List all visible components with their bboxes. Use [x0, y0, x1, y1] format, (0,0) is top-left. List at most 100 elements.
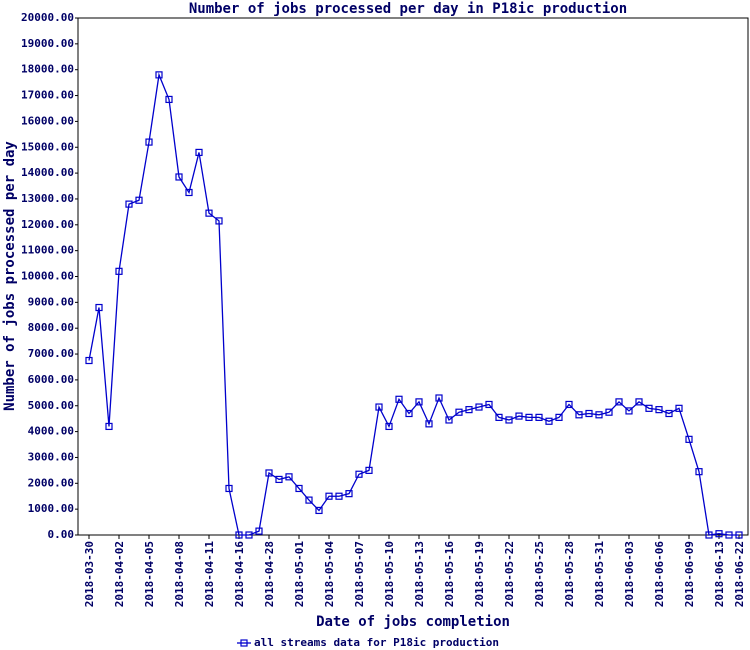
data-point: [375, 403, 383, 411]
y-tick-label: 10000.00: [21, 270, 74, 283]
x-tick-label: 2018-05-04: [323, 541, 336, 608]
x-tick-label: 2018-05-22: [503, 541, 516, 607]
data-point: [295, 484, 303, 493]
x-tick-label: 2018-04-08: [173, 541, 186, 607]
data-point: [705, 531, 713, 539]
x-axis-label: Date of jobs completion: [316, 614, 510, 630]
data-point: [695, 468, 703, 476]
y-tick-label: 2000.00: [28, 476, 74, 489]
data-point: [675, 404, 683, 412]
x-tick-label: 2018-06-06: [653, 541, 666, 608]
y-tick-label: 8000.00: [28, 321, 74, 334]
data-point: [85, 356, 93, 365]
x-tick-label: 2018-05-07: [353, 541, 366, 607]
data-point: [175, 173, 183, 181]
legend-marker: [240, 639, 248, 647]
data-point: [505, 416, 513, 424]
y-tick-label: 20000.00: [21, 11, 74, 24]
data-point: [365, 466, 373, 474]
x-tick-label: 2018-06-03: [623, 541, 636, 607]
data-point: [195, 148, 203, 157]
data-point: [265, 469, 273, 477]
data-point: [565, 400, 573, 409]
data-point: [725, 531, 733, 539]
data-point: [595, 411, 603, 419]
data-point: [225, 484, 233, 493]
x-tick-label: 2018-05-25: [533, 541, 546, 607]
data-point: [665, 409, 673, 418]
data-point: [445, 416, 453, 424]
data-point: [485, 400, 493, 409]
y-tick-label: 12000.00: [21, 218, 74, 231]
x-tick-label: 2018-05-28: [563, 541, 576, 607]
y-tick-label: 18000.00: [21, 63, 74, 76]
x-tick-label: 2018-05-10: [383, 541, 396, 607]
y-tick-label: 4000.00: [28, 425, 74, 438]
data-point: [615, 398, 623, 406]
y-tick-label: 17000.00: [21, 89, 74, 102]
y-tick-label: 0.00: [48, 528, 75, 541]
legend-label: all streams data for P18ic production: [254, 636, 499, 649]
data-point: [285, 473, 293, 481]
x-tick-label: 2018-04-28: [263, 541, 276, 607]
x-tick-label: 2018-04-11: [203, 541, 216, 608]
x-tick-label: 2018-06-09: [683, 541, 696, 607]
y-axis-label: Number of jobs processed per day: [2, 141, 18, 411]
data-point: [455, 408, 463, 416]
data-point: [325, 492, 333, 500]
data-point: [145, 138, 153, 146]
data-point: [165, 95, 173, 104]
x-tick-label: 2018-05-13: [413, 541, 426, 607]
data-point: [305, 496, 313, 504]
x-tick-label: 2018-05-16: [443, 541, 456, 608]
series-line: [88, 72, 739, 536]
y-tick-label: 3000.00: [28, 450, 74, 463]
x-tick-label: 2018-06-13: [713, 541, 726, 607]
data-point: [515, 412, 523, 420]
data-point: [655, 406, 663, 414]
data-point: [435, 394, 443, 402]
data-point: [535, 413, 543, 421]
data-point: [395, 395, 403, 403]
data-point: [465, 406, 473, 414]
data-point: [585, 409, 593, 418]
y-tick-label: 1000.00: [28, 502, 74, 515]
data-point: [335, 492, 343, 500]
data-point: [125, 200, 133, 208]
x-tick-label: 2018-06-22: [733, 541, 746, 607]
y-tick-label: 7000.00: [28, 347, 74, 360]
data-point: [625, 407, 633, 415]
data-point: [95, 303, 103, 312]
data-point: [385, 422, 393, 431]
data-point: [345, 490, 353, 498]
data-point: [715, 530, 723, 538]
y-tick-label: 15000.00: [21, 140, 74, 153]
data-point: [495, 413, 503, 421]
y-tick-label: 19000.00: [21, 37, 74, 50]
data-point: [475, 403, 483, 411]
data-point: [235, 531, 243, 539]
data-point: [215, 217, 223, 225]
data-point: [245, 531, 253, 539]
data-point: [135, 196, 143, 204]
y-tick-label: 16000.00: [21, 114, 74, 127]
data-point: [415, 398, 423, 406]
data-point: [525, 413, 533, 421]
data-point: [105, 422, 113, 431]
data-point: [255, 527, 263, 535]
x-tick-label: 2018-03-30: [83, 541, 96, 607]
data-point: [115, 267, 123, 275]
data-point: [425, 420, 433, 428]
x-tick-label: 2018-04-16: [233, 541, 246, 608]
data-point: [155, 71, 163, 79]
data-point: [355, 470, 363, 478]
x-tick-label: 2018-04-02: [113, 541, 126, 607]
data-point: [645, 404, 653, 412]
data-point: [605, 408, 613, 416]
data-point: [685, 435, 693, 443]
y-tick-label: 14000.00: [21, 166, 74, 179]
data-point: [555, 413, 563, 421]
x-tick-label: 2018-05-01: [293, 541, 306, 608]
